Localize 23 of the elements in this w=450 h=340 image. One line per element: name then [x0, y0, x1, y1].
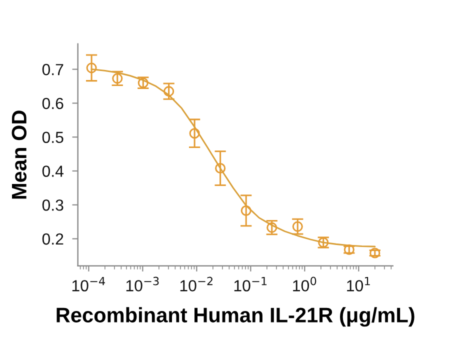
y-tick-label: 0.4 — [42, 166, 64, 177]
x-axis-title: Recombinant Human IL-21R (μg/mL) — [56, 307, 414, 327]
x-tick-label: 10$^{−2}$ — [180, 276, 212, 292]
y-tick-label: 0.5 — [42, 132, 64, 144]
point — [370, 248, 380, 258]
x-tick-label: 10$^{−1}$ — [234, 276, 267, 292]
point — [240, 205, 252, 216]
point — [266, 222, 278, 233]
point — [292, 221, 303, 232]
y-tick-label: 0.2 — [42, 233, 64, 245]
point — [112, 73, 123, 84]
x-tick-label: 10$^{−3}$ — [126, 276, 159, 292]
y-axis-title: Mean OD — [12, 110, 27, 199]
point — [86, 62, 97, 74]
y-tick-label: 0.7 — [42, 64, 64, 76]
y-tick-label: 0.3 — [42, 200, 64, 211]
x-tick-label: 10$^{0}$ — [293, 276, 316, 292]
point — [215, 162, 226, 174]
point — [164, 86, 174, 97]
x-tick-label: 10$^{1}$ — [347, 276, 370, 292]
x-tick-label: 10$^{−4}$ — [72, 276, 105, 292]
y-tick-label: 0.6 — [42, 98, 64, 110]
point — [189, 128, 200, 139]
